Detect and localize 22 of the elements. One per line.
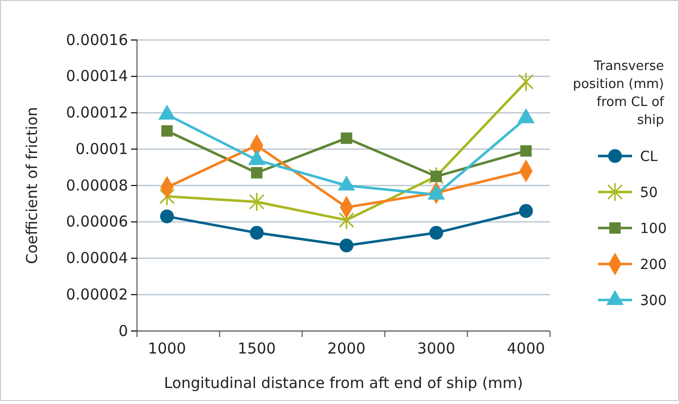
legend-label: 100 — [640, 221, 667, 237]
y-tick-label: 0.0001 — [76, 140, 128, 158]
y-axis-title: Coefficient of friction — [23, 106, 41, 264]
x-tick-label: 1500 — [238, 340, 276, 358]
legend-label: 50 — [640, 185, 658, 201]
x-tick-label: 4000 — [506, 340, 546, 358]
legend-title: Transverse position (mm) from CL of ship — [572, 59, 664, 128]
legend-label: 200 — [640, 257, 667, 273]
x-tick-label: 2000 — [327, 340, 366, 358]
legend-label: 300 — [640, 293, 667, 309]
x-tick-label: 3000 — [417, 340, 456, 358]
y-tick-label: 0.00008 — [66, 176, 128, 194]
y-tick-label: 0.00012 — [66, 104, 128, 122]
y-tick-label: 0.00014 — [66, 67, 128, 86]
x-axis-title: Longitudinal distance from aft end of ship (mm) — [164, 374, 523, 392]
y-tick-label: 0.00006 — [66, 212, 128, 231]
y-tick-label: 0.00004 — [66, 249, 128, 268]
x-tick-label: 1000 — [148, 340, 186, 358]
y-tick-label: 0 — [118, 322, 128, 340]
legend-label: CL — [640, 149, 658, 165]
y-tick-label: 0.00002 — [66, 285, 128, 304]
y-tick-label: 0.00016 — [66, 30, 128, 49]
